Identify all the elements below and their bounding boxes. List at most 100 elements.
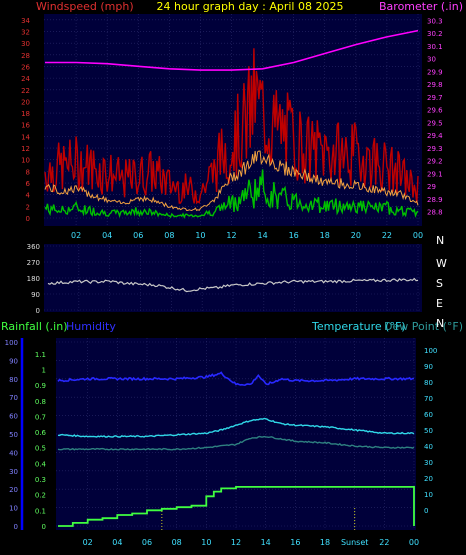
temperature-tick-label: 60 <box>424 411 433 419</box>
wind-tick-label: 26 <box>21 63 30 71</box>
rain-tick-label: 0.2 <box>35 492 46 500</box>
graph-title: 24 hour graph day : April 08 2025 <box>157 0 344 13</box>
rain-tick-label: 1 <box>42 366 46 374</box>
temperature-tick-label: 70 <box>424 395 433 403</box>
temperature-tick-label: 50 <box>424 427 433 435</box>
humidity-tick-label: 10 <box>9 505 18 513</box>
humidity-tick-label: 60 <box>9 413 18 421</box>
temperature-series <box>57 417 415 438</box>
temperature-tick-label: 90 <box>424 363 433 371</box>
direction-letter: E <box>436 297 443 310</box>
wind-hour-label: 02 <box>71 231 81 240</box>
humidity-hour-label: 18 <box>320 538 330 547</box>
barometer-tick-label: 29.7 <box>427 94 443 102</box>
direction-tick-label: 90 <box>31 291 40 299</box>
humidity-tick-label: 30 <box>9 468 18 476</box>
rainfall-series <box>58 486 415 527</box>
rain-tick-label: 0.3 <box>35 476 46 484</box>
wind-gust-series <box>44 48 419 205</box>
wind-hour-label: 16 <box>289 231 299 240</box>
wind-average-series <box>44 150 419 212</box>
wind-tick-label: 8 <box>26 168 30 176</box>
wind-tick-label: 6 <box>26 180 31 188</box>
humidity-hour-label: 08 <box>172 538 182 547</box>
wind-tick-label: 2 <box>26 203 30 211</box>
wind-tick-label: 34 <box>21 17 30 25</box>
barometer-label: Barometer (.in) <box>379 0 463 13</box>
rain-tick-label: 0.6 <box>35 429 47 437</box>
direction-letter: S <box>436 277 443 290</box>
rain-tick-label: 0.5 <box>35 445 46 453</box>
humidity-label: Humidity <box>66 320 116 333</box>
humidity-tick-label: 20 <box>9 486 18 494</box>
panels: 024681012141618202224262830323428.828.92… <box>5 14 447 547</box>
temperature-tick-label: 10 <box>424 491 433 499</box>
humidity-hour-label: 06 <box>142 538 152 547</box>
barometer-tick-label: 29.2 <box>427 158 443 166</box>
rain-tick-label: 0.7 <box>35 413 46 421</box>
rain-tick-label: 0.4 <box>35 460 47 468</box>
wind-tick-label: 18 <box>21 110 30 118</box>
dew-point-series <box>57 435 415 451</box>
wind-speed-series <box>44 169 419 219</box>
barometer-tick-label: 30.1 <box>427 43 443 51</box>
wind-tick-label: 30 <box>21 40 30 48</box>
barometer-tick-label: 30.2 <box>427 30 443 38</box>
barometer-tick-label: 29.4 <box>427 132 443 140</box>
humidity-hour-label: 04 <box>112 538 122 547</box>
wind-tick-label: 32 <box>21 28 30 36</box>
temperature-label: Temperature (°F) <box>311 320 406 333</box>
wind-tick-label: 14 <box>21 133 30 141</box>
direction-letter: N <box>436 317 444 330</box>
humidity-tick-label: 100 <box>5 339 18 347</box>
wind-tick-label: 0 <box>26 215 30 223</box>
direction-tick-label: 180 <box>27 275 40 283</box>
sunset-label: Sunset <box>341 538 368 547</box>
direction-tick-label: 360 <box>27 243 40 251</box>
temperature-tick-label: 30 <box>424 459 433 467</box>
wind-hour-label: 14 <box>257 231 267 240</box>
humidity-hour-label: 22 <box>379 538 389 547</box>
wind-hour-label: 12 <box>226 231 236 240</box>
humidity-tick-label: 50 <box>9 431 18 439</box>
wind-hour-label: 04 <box>102 231 112 240</box>
humidity-hour-label: 00 <box>409 538 419 547</box>
barometer-tick-label: 29.6 <box>427 107 443 115</box>
rain-tick-label: 0.8 <box>35 398 46 406</box>
humidity-tick-label: 70 <box>9 394 18 402</box>
barometer-tick-label: 30.3 <box>427 17 443 25</box>
humidity-hour-label: 10 <box>201 538 211 547</box>
wind-tick-label: 24 <box>21 75 30 83</box>
wind-tick-label: 16 <box>21 122 30 130</box>
humidity-hour-label: 12 <box>231 538 241 547</box>
temperature-tick-label: 0 <box>424 507 428 515</box>
wind-tick-label: 10 <box>21 157 30 165</box>
humidity-series <box>57 371 415 387</box>
temperature-tick-label: 40 <box>424 443 433 451</box>
temperature-tick-label: 80 <box>424 379 433 387</box>
barometer-tick-label: 29.1 <box>427 170 443 178</box>
wind-panel <box>44 14 422 226</box>
barometer-tick-label: 29 <box>427 183 436 191</box>
direction-letter: W <box>436 257 447 270</box>
rain-tick-label: 1.1 <box>35 351 46 359</box>
barometer-tick-label: 28.8 <box>427 209 443 217</box>
windspeed-label: Windspeed (mph) <box>36 0 134 13</box>
temperature-tick-label: 100 <box>424 347 437 355</box>
rain-tick-label: 0.1 <box>35 507 46 515</box>
humidity-tick-label: 40 <box>9 449 18 457</box>
wind-hour-label: 08 <box>164 231 174 240</box>
direction-tick-label: 0 <box>36 307 40 315</box>
wind-tick-label: 28 <box>21 52 30 60</box>
barometer-tick-label: 28.9 <box>427 196 443 204</box>
wind-tick-label: 4 <box>26 192 31 200</box>
wind-hour-label: 18 <box>320 231 330 240</box>
temperature-tick-label: 20 <box>424 475 433 483</box>
wind-hour-label: 10 <box>195 231 205 240</box>
barometer-series <box>45 29 419 71</box>
rain-tick-label: 0.9 <box>35 382 46 390</box>
humidity-hour-label: 14 <box>261 538 271 547</box>
direction-letter: N <box>436 234 444 247</box>
wind-direction-series <box>47 277 419 293</box>
